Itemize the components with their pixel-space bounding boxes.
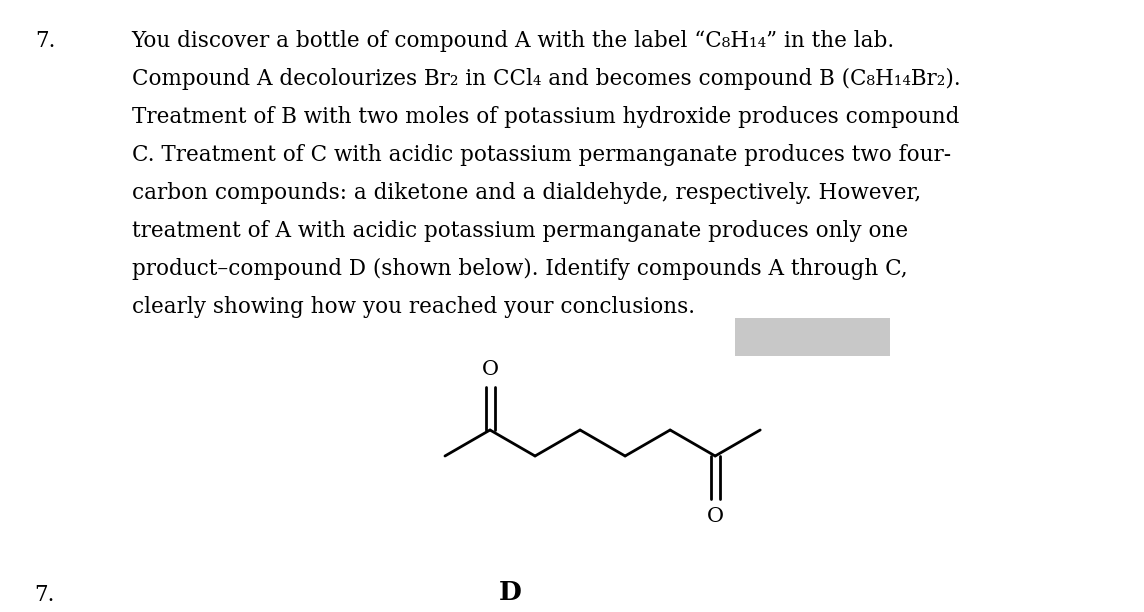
Bar [734, 318, 890, 356]
Text: product–compound D (shown below). Identify compounds A through C,: product–compound D (shown below). Identi… [132, 258, 907, 280]
Text: 7.: 7. [34, 584, 55, 606]
Text: O: O [482, 360, 499, 379]
Text: O: O [707, 507, 724, 526]
Text: C. Treatment of C with acidic potassium permanganate produces two four-: C. Treatment of C with acidic potassium … [132, 144, 951, 166]
Text: carbon compounds: a diketone and a dialdehyde, respectively. However,: carbon compounds: a diketone and a diald… [132, 182, 921, 204]
Text: Compound A decolourizes Br₂ in CCl₄ and becomes compound B (C₈H₁₄Br₂).: Compound A decolourizes Br₂ in CCl₄ and … [132, 68, 960, 90]
Text: You discover a bottle of compound A with the label “C₈H₁₄” in the lab.: You discover a bottle of compound A with… [132, 30, 895, 52]
Text: D: D [499, 580, 522, 605]
Text: clearly showing how you reached your conclusions.: clearly showing how you reached your con… [132, 296, 694, 318]
Text: Treatment of B with two moles of potassium hydroxide produces compound: Treatment of B with two moles of potassi… [132, 106, 959, 128]
Text: treatment of A with acidic potassium permanganate produces only one: treatment of A with acidic potassium per… [132, 220, 907, 242]
Text: 7.: 7. [35, 30, 55, 52]
